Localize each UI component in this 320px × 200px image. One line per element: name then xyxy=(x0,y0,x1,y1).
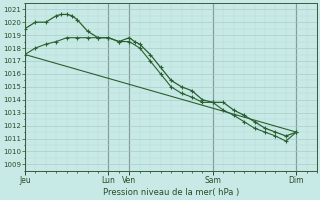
X-axis label: Pression niveau de la mer( hPa ): Pression niveau de la mer( hPa ) xyxy=(103,188,239,197)
